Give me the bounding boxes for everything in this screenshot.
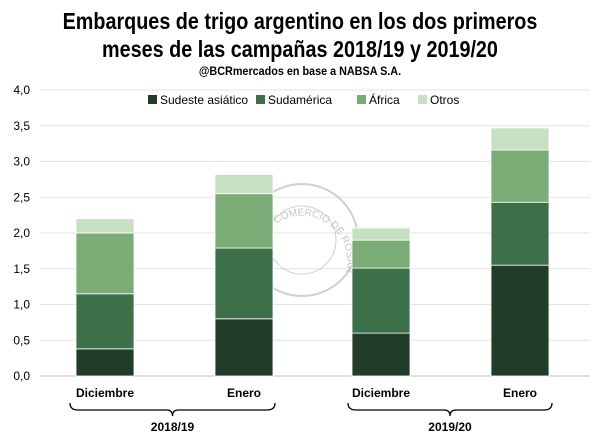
y-tick-label: 3,0 <box>13 155 30 169</box>
x-tick-label: Diciembre <box>352 386 410 400</box>
bar-segment <box>351 239 411 269</box>
legend-swatch <box>256 95 265 104</box>
x-tick-label: Enero <box>227 386 261 400</box>
y-tick-label: 1,0 <box>13 298 30 312</box>
bar-segment <box>490 201 550 266</box>
legend-label: Sudeste asiático <box>160 93 248 107</box>
legend-swatch <box>357 95 366 104</box>
legend-label: Otros <box>430 93 459 107</box>
bar-segment <box>214 173 274 195</box>
legend-label: África <box>369 92 400 107</box>
bar-segment <box>490 149 550 203</box>
bar-segment <box>214 318 274 377</box>
y-tick-label: 0,0 <box>13 369 30 383</box>
y-tick-label: 2,0 <box>13 226 30 240</box>
bar-segment <box>75 232 135 295</box>
watermark-seal: BOLSA DE COMERCIO DE ROSARIO <box>0 0 359 297</box>
bar-segment <box>214 247 274 320</box>
bar-segment <box>490 264 550 377</box>
chart-title-line2: meses de las campañas 2018/19 y 2019/20 <box>102 36 498 62</box>
bar-segment <box>490 127 550 151</box>
group-bracket <box>69 402 276 417</box>
x-tick-label: Enero <box>503 386 537 400</box>
chart-title-line1: Embarques de trigo argentino en los dos … <box>62 8 538 34</box>
bar-segment <box>75 293 135 350</box>
legend-label: Sudamérica <box>268 93 332 107</box>
y-tick-label: 0,5 <box>13 333 30 347</box>
chart-subtitle: @BCRmercados en base a NABSA S.A. <box>198 64 402 78</box>
bar-segment <box>351 267 411 334</box>
y-tick-label: 2,5 <box>13 190 30 204</box>
legend-swatch <box>418 95 427 104</box>
group-bracket <box>347 402 553 417</box>
bar-segment <box>351 227 411 241</box>
y-tick-label: 1,5 <box>13 262 30 276</box>
bar-segment <box>75 218 135 234</box>
group-label: 2018/19 <box>151 420 195 434</box>
x-tick-label: Diciembre <box>76 386 134 400</box>
y-tick-label: 4,0 <box>13 83 30 97</box>
y-tick-label: 3,5 <box>13 119 30 133</box>
bar-segment <box>351 332 411 377</box>
legend-swatch <box>148 95 157 104</box>
bar-segment <box>75 348 135 377</box>
group-label: 2019/20 <box>428 420 472 434</box>
bar-segment <box>214 193 274 249</box>
